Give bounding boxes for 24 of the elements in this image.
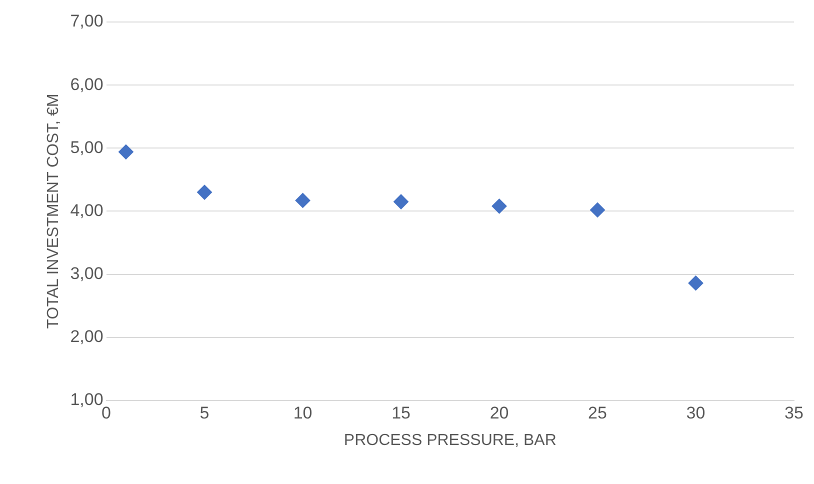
point <box>394 194 409 210</box>
x-tick-label: 20 <box>490 403 509 422</box>
y-tick-label: 5,00 <box>70 138 104 157</box>
y-tick-label: 3,00 <box>70 264 104 283</box>
x-tick-label: 35 <box>784 403 804 422</box>
x-tick-label: 10 <box>293 403 312 422</box>
y-tick-label: 7,00 <box>70 12 104 31</box>
point <box>118 144 134 160</box>
x-tick-label: 5 <box>200 403 210 422</box>
y-tick-label: 4,00 <box>70 200 104 220</box>
point <box>492 198 507 214</box>
y-tick-label: 1,00 <box>70 390 104 410</box>
y-tick-label: 6,00 <box>70 74 104 94</box>
x-tick-label: 15 <box>392 403 410 422</box>
x-tick-label: 0 <box>102 403 112 422</box>
point <box>590 202 606 218</box>
y-axis-title: TOTAL INVESTMENT COST, €M <box>45 94 62 329</box>
point <box>688 276 704 291</box>
x-tick-label: 25 <box>588 403 607 422</box>
point <box>197 184 212 200</box>
x-tick-label: 30 <box>686 403 706 422</box>
y-tick-label: 2,00 <box>70 327 104 346</box>
point <box>295 192 310 208</box>
x-axis-title: PROCESS PRESSURE, BAR <box>344 432 556 449</box>
